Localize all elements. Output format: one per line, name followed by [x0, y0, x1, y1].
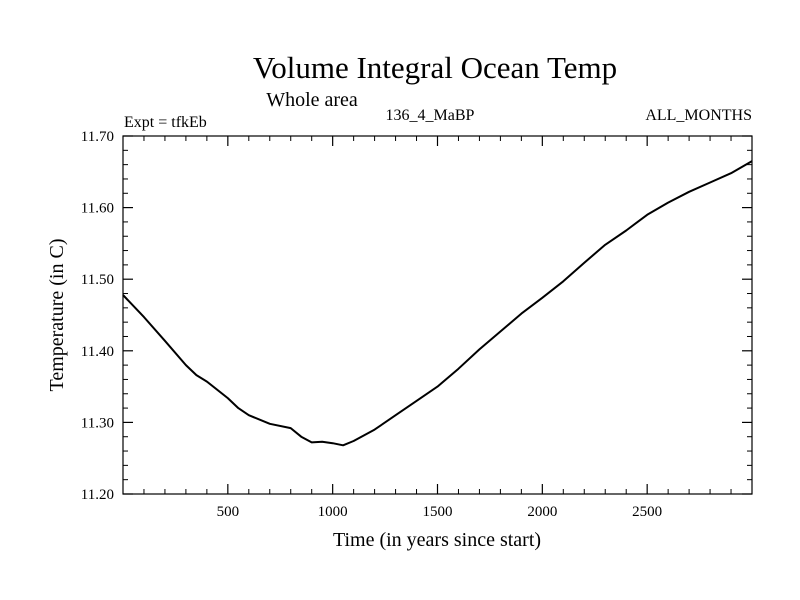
y-axis-label: Temperature (in C)	[46, 239, 68, 392]
y-tick-label: 11.70	[81, 129, 114, 145]
chart-title: Volume Integral Ocean Temp	[253, 50, 617, 85]
y-axis-ticks	[123, 135, 752, 495]
x-tick-label: 2500	[632, 504, 662, 520]
x-tick-label: 2000	[527, 504, 557, 520]
chart-subtitle: Whole area	[266, 89, 358, 111]
header-right-label: ALL_MONTHS	[645, 107, 752, 124]
x-tick-label: 1000	[318, 504, 348, 520]
x-axis-ticks	[143, 136, 732, 494]
x-axis-label: Time (in years since start)	[333, 529, 541, 551]
y-tick-label: 11.20	[81, 487, 114, 503]
y-tick-label: 11.60	[81, 201, 114, 217]
y-tick-label: 11.50	[81, 272, 114, 288]
x-tick-label: 1500	[423, 504, 453, 520]
y-tick-label: 11.30	[81, 415, 114, 431]
y-tick-label: 11.40	[81, 344, 114, 360]
header-left-label: Expt = tfkEb	[124, 114, 207, 131]
x-axis-tick-labels: 500 1000 1500 2000 2500	[217, 504, 663, 520]
series-line	[122, 160, 753, 447]
x-tick-label: 500	[217, 504, 240, 520]
header-center-label: 136_4_MaBP	[386, 107, 475, 124]
plot-frame	[122, 135, 753, 495]
y-axis-tick-labels: 11.20 11.30 11.40 11.50 11.60 11.70	[81, 129, 114, 503]
